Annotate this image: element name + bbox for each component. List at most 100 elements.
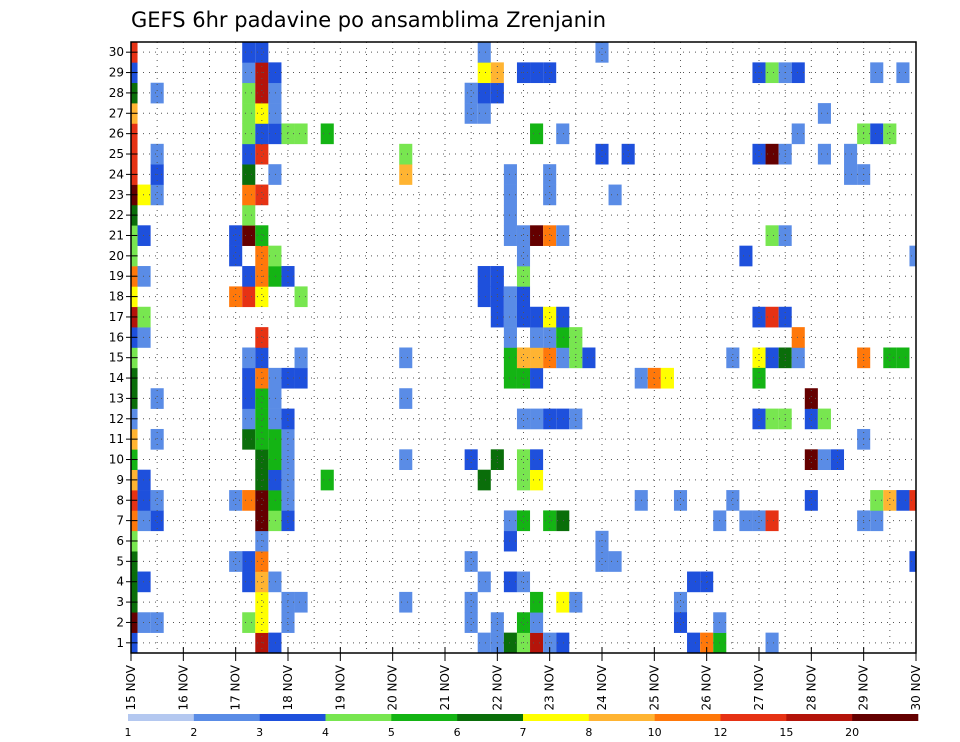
x-axis-ticks: 15 NOV 16 NOV 17 NOV 18 NOV 19 NOV 20 NOV 21 N… (124, 647, 923, 711)
y-tick-label: 16 (109, 330, 124, 344)
heatmap-cell (883, 347, 897, 369)
heatmap-cell (294, 591, 308, 613)
heatmap-cell (621, 143, 635, 165)
legend-level-label: 12 (714, 726, 728, 739)
heatmap-cell (791, 123, 805, 145)
heatmap-cell (516, 449, 531, 470)
heatmap-cell (556, 408, 570, 430)
heatmap-cell (739, 510, 753, 532)
y-tick-label: 1 (116, 636, 124, 650)
heatmap-cell (137, 510, 151, 532)
heatmap-cell (726, 490, 740, 511)
legend-level-label: 6 (454, 726, 461, 739)
x-tick-label: 26 NOV (700, 664, 714, 710)
heatmap-cell (464, 591, 478, 613)
heatmap-cell (804, 388, 818, 409)
heatmap-cell (503, 225, 517, 246)
heatmap-cell (137, 306, 151, 328)
heatmap-cell (896, 347, 910, 369)
heatmap-cell (477, 266, 491, 287)
legend-level-label: 8 (585, 726, 592, 739)
heatmap-cell (791, 62, 805, 84)
heatmap-cell (673, 612, 688, 633)
y-tick-label: 22 (109, 208, 124, 222)
heatmap-cell (556, 632, 570, 654)
heatmap-cell (752, 510, 766, 532)
heatmap-cell (556, 327, 570, 348)
heatmap-cell (556, 591, 570, 613)
heatmap-cell (229, 490, 243, 511)
y-tick-label: 25 (109, 147, 124, 161)
heatmap-cell (530, 225, 544, 246)
heatmap-cell (320, 123, 334, 145)
legend-level-label: 20 (845, 726, 859, 739)
x-tick-label: 28 NOV (804, 664, 818, 710)
legend-swatch (720, 714, 787, 721)
heatmap-cell (556, 225, 570, 246)
heatmap-cell (268, 266, 282, 287)
heatmap-cell (543, 327, 557, 348)
heatmap-cell (556, 347, 570, 369)
heatmap-cell (255, 103, 269, 124)
heatmap-cell (242, 184, 256, 206)
heatmap-cell (268, 62, 282, 84)
heatmap-cell (150, 82, 164, 104)
heatmap-cell (150, 184, 164, 206)
heatmap-cell (242, 612, 256, 633)
heatmap-cell (595, 530, 609, 552)
heatmap-cell (255, 225, 269, 246)
heatmap-cell (294, 347, 308, 369)
heatmap-cell (255, 490, 269, 511)
heatmap-cell (765, 408, 779, 430)
y-tick-label: 15 (109, 351, 124, 365)
heatmap-cell (242, 571, 256, 593)
heatmap-cell (268, 388, 282, 409)
legend-swatch (654, 714, 721, 721)
heatmap-cell (556, 123, 570, 145)
legend-swatch (391, 714, 458, 721)
y-tick-label: 10 (109, 453, 124, 467)
heatmap-cell (503, 184, 517, 206)
heatmap-cell (255, 449, 269, 470)
heatmap-cell (399, 143, 413, 165)
heatmap-cell (150, 428, 164, 450)
heatmap-cell (817, 408, 831, 430)
heatmap-cell (137, 612, 151, 633)
x-tick-label: 15 NOV (124, 664, 138, 710)
heatmap-cell (268, 408, 282, 430)
heatmap-cell (765, 510, 779, 532)
heatmap-cell (229, 286, 243, 308)
y-tick-label: 12 (109, 412, 124, 426)
heatmap-cell (137, 571, 151, 593)
y-tick-label: 4 (116, 575, 124, 589)
heatmap-cell (477, 469, 491, 491)
heatmap-cell (268, 123, 282, 145)
heatmap-cell (242, 62, 256, 84)
heatmap-cell (543, 184, 557, 206)
heatmap-cell (477, 286, 491, 308)
heatmap-cell (503, 571, 517, 593)
heatmap-cell (595, 551, 609, 572)
heatmap-cell (464, 612, 478, 633)
heatmap-cell (530, 347, 544, 369)
heatmap-cell (255, 428, 269, 450)
heatmap-cell (726, 347, 740, 369)
legend-level-label: 5 (388, 726, 395, 739)
heatmap-cell (830, 449, 845, 470)
heatmap-cell (503, 286, 517, 308)
heatmap-cell (255, 571, 269, 593)
heatmap-cell (804, 490, 818, 511)
heatmap-cell (268, 367, 282, 389)
x-tick-label: 29 NOV (857, 664, 871, 710)
heatmap-cell (268, 103, 282, 124)
legend-level-label: 3 (256, 726, 263, 739)
heatmap-cell (791, 327, 805, 348)
heatmap-cell (255, 42, 269, 63)
heatmap-cell (268, 245, 282, 267)
heatmap-cell (909, 551, 916, 572)
heatmap-cell (255, 408, 269, 430)
legend-level-label: 15 (779, 726, 793, 739)
heatmap-cell (255, 347, 269, 369)
heatmap-cell (883, 123, 897, 145)
